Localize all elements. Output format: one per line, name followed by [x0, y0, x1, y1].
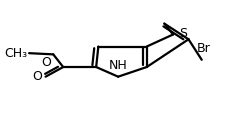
Text: S: S — [179, 27, 187, 40]
Text: O: O — [41, 56, 51, 69]
Text: NH: NH — [109, 59, 128, 72]
Text: Br: Br — [197, 42, 211, 55]
Text: CH₃: CH₃ — [4, 47, 27, 60]
Text: O: O — [32, 70, 42, 83]
